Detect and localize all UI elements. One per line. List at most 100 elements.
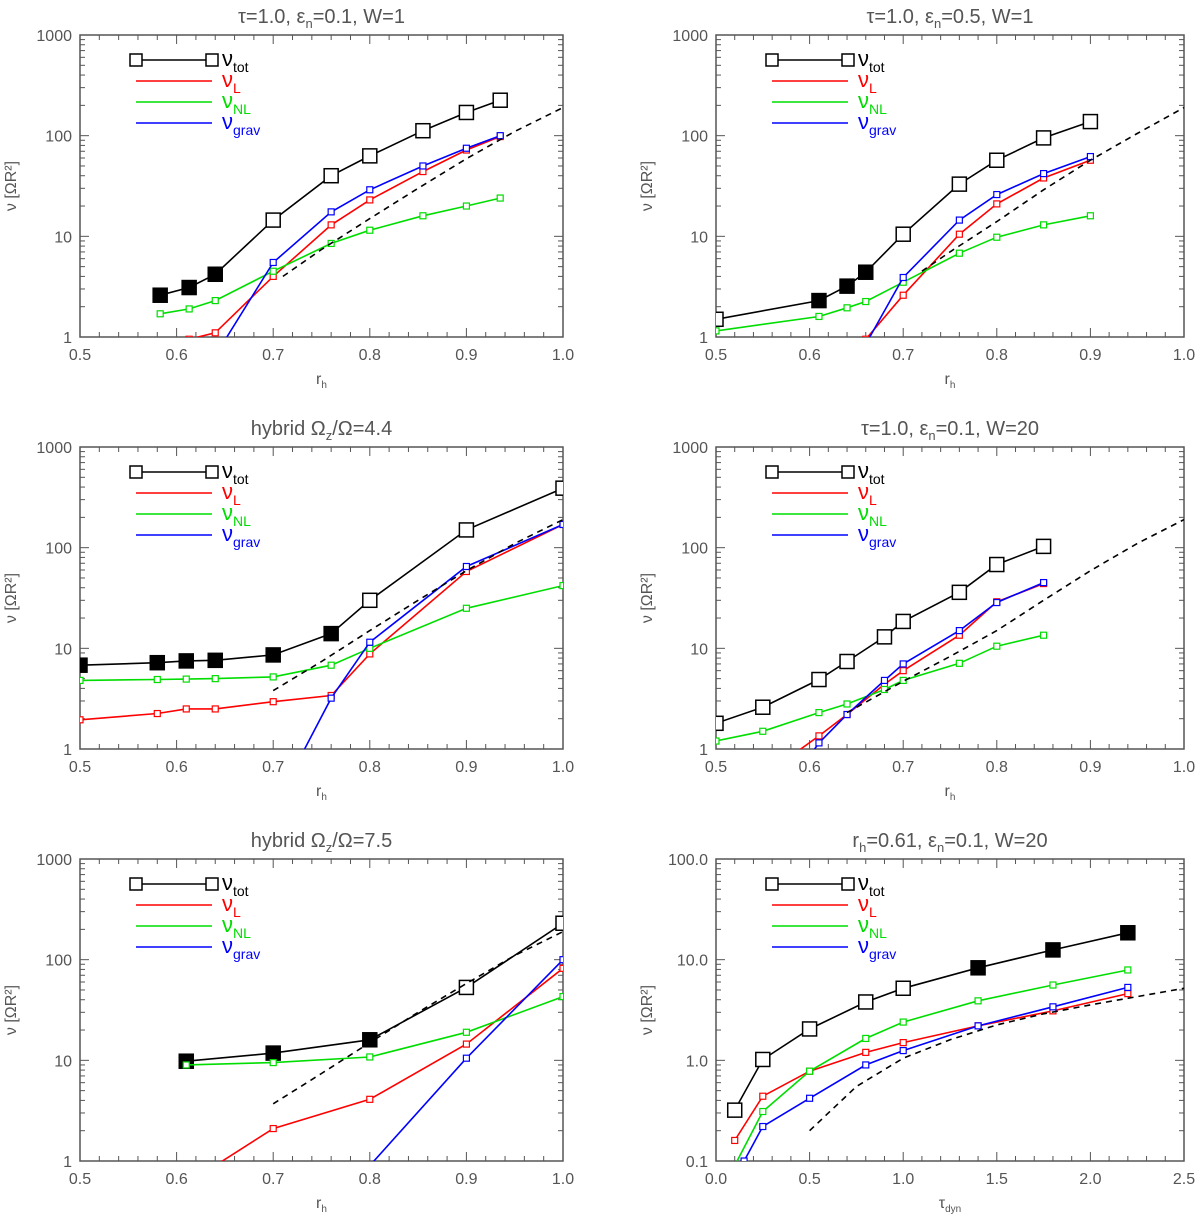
- series-line: [799, 582, 1044, 749]
- data-point: [182, 705, 190, 713]
- data-point: [366, 196, 374, 204]
- series-line: [303, 523, 563, 749]
- data-point: [327, 694, 335, 702]
- y-tick-label: 0.1: [686, 1154, 708, 1171]
- data-point: [880, 685, 889, 694]
- data-point: [185, 335, 193, 337]
- series-line: [734, 992, 1128, 1141]
- data-point: [858, 994, 874, 1010]
- data-point: [559, 992, 563, 1001]
- data-point: [1124, 990, 1132, 998]
- chart-title: τ=1.0, εn=0.5, W=1: [867, 6, 1034, 31]
- data-point: [419, 212, 427, 220]
- legend-label: νgrav: [222, 109, 260, 138]
- data-point: [1124, 966, 1132, 974]
- data-point: [362, 148, 378, 164]
- x-tick-label: 2.5: [1173, 1171, 1195, 1188]
- data-point: [899, 1046, 907, 1055]
- x-axis-label: rh: [945, 371, 956, 391]
- series-line: [866, 159, 1091, 337]
- data-point: [974, 997, 982, 1005]
- x-tick-label: 0.6: [165, 347, 187, 364]
- data-point: [462, 1028, 470, 1036]
- data-point: [1039, 221, 1048, 229]
- data-point: [880, 676, 889, 685]
- legend-label: νgrav: [858, 109, 896, 138]
- data-point: [462, 144, 470, 152]
- x-axis-label: rh: [945, 783, 956, 803]
- data-point: [555, 480, 563, 496]
- data-point: [182, 675, 190, 683]
- data-point: [1039, 578, 1048, 587]
- data-point: [212, 1163, 218, 1169]
- x-tick-label: 0.9: [1079, 759, 1101, 776]
- theory-dashed-line: [272, 518, 563, 692]
- legend-marker: [841, 465, 855, 479]
- x-axis-label: rh: [316, 371, 327, 391]
- legend-label: νtot: [222, 870, 249, 899]
- data-point: [153, 675, 161, 684]
- data-point: [811, 671, 827, 688]
- data-point: [899, 1039, 907, 1047]
- data-point: [555, 915, 563, 932]
- legend-marker: [205, 53, 219, 67]
- data-point: [815, 732, 823, 740]
- data-point: [265, 647, 281, 663]
- data-point: [899, 273, 907, 282]
- data-point: [211, 675, 219, 683]
- axes-frame: [79, 858, 564, 1162]
- x-tick-label: 0.5: [69, 347, 91, 364]
- data-point: [895, 613, 911, 630]
- legend-label: νNL: [858, 500, 887, 529]
- theory-dashed-line: [809, 987, 1184, 1132]
- legend-label: νgrav: [222, 521, 260, 550]
- data-point: [899, 1018, 907, 1026]
- chart-title: hybrid Ωz/Ω=7.5: [251, 830, 392, 855]
- data-point: [955, 230, 963, 238]
- data-point: [462, 604, 470, 612]
- x-tick-label: 0.8: [986, 759, 1008, 776]
- data-point: [899, 667, 907, 675]
- data-point: [1124, 983, 1132, 992]
- data-point: [993, 598, 1001, 607]
- legend-label: νtot: [858, 870, 885, 899]
- data-point: [269, 1124, 277, 1133]
- data-point: [269, 258, 277, 267]
- data-point: [366, 226, 374, 234]
- theory-dashed-line: [921, 106, 1184, 272]
- y-tick-label: 1000: [672, 28, 708, 45]
- y-tick-label: 100.0: [668, 852, 708, 869]
- y-tick-label: 1: [63, 742, 72, 759]
- chart-title: rh=0.61, εn=0.1, W=20: [852, 830, 1047, 855]
- data-point: [759, 1122, 767, 1131]
- data-point: [366, 638, 374, 646]
- data-point: [559, 956, 563, 964]
- y-tick-label: 10: [54, 1053, 72, 1070]
- data-point: [951, 176, 968, 192]
- data-point: [367, 1163, 373, 1169]
- data-point: [207, 266, 223, 283]
- data-point: [1086, 212, 1095, 220]
- y-tick-label: 100: [45, 129, 72, 146]
- plot-area: [178, 915, 563, 1169]
- y-tick-label: 10: [690, 641, 708, 658]
- data-point: [265, 212, 281, 228]
- axes-frame: [715, 446, 1185, 750]
- x-tick-label: 0.7: [262, 347, 284, 364]
- plot-area: [726, 925, 1184, 1161]
- y-tick-label: 1: [63, 330, 72, 347]
- chart-title: hybrid Ωz/Ω=4.4: [251, 418, 392, 443]
- data-point: [716, 327, 720, 335]
- series-line: [80, 523, 563, 721]
- y-tick-label: 100: [681, 129, 708, 146]
- data-point: [269, 698, 277, 706]
- x-axis-label: rh: [316, 1195, 327, 1215]
- y-tick-label: 1: [699, 330, 708, 347]
- data-point: [955, 659, 963, 667]
- data-point: [323, 167, 339, 184]
- y-axis-label: ν [ΩR²]: [639, 161, 656, 211]
- y-tick-label: 10: [54, 641, 72, 658]
